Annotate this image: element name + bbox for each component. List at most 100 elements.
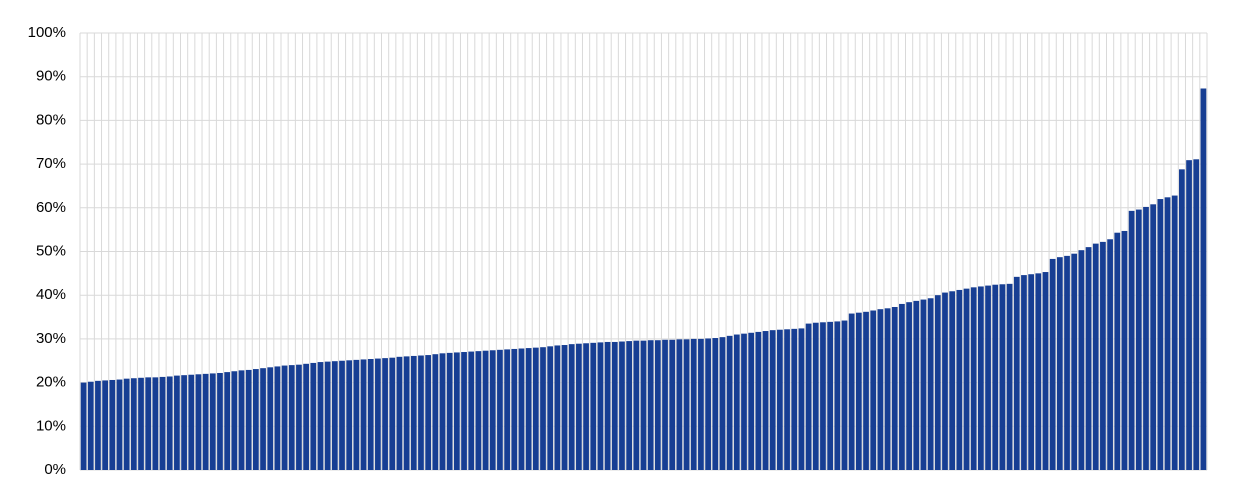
bar <box>568 344 575 470</box>
bar <box>690 338 697 470</box>
bar <box>1128 210 1135 470</box>
y-tick-label: 20% <box>36 374 66 391</box>
bar <box>554 345 561 470</box>
bar <box>540 347 546 470</box>
bar <box>834 321 841 470</box>
bar <box>310 362 317 470</box>
bar <box>389 357 396 470</box>
y-tick-label: 80% <box>36 111 66 128</box>
bar <box>339 360 345 470</box>
bar <box>152 377 159 470</box>
bar <box>1092 243 1099 470</box>
bar <box>1013 276 1020 470</box>
bar <box>942 292 948 470</box>
bar <box>102 380 108 470</box>
bar <box>676 339 683 470</box>
bar <box>913 300 920 470</box>
bar <box>726 335 733 470</box>
bar <box>669 339 676 470</box>
bar <box>504 349 510 470</box>
bar <box>224 372 231 470</box>
bar <box>870 310 877 470</box>
bar <box>166 376 173 470</box>
bar <box>590 342 597 470</box>
bar <box>274 366 281 470</box>
bar <box>475 351 482 470</box>
bar <box>367 359 374 470</box>
bar <box>733 334 740 470</box>
bar <box>489 350 496 470</box>
bar <box>719 337 726 470</box>
bar <box>956 289 963 470</box>
bar <box>1006 283 1013 470</box>
bar <box>130 378 137 470</box>
bar <box>303 363 309 470</box>
bar <box>497 349 503 470</box>
bar <box>123 378 130 470</box>
y-tick-label: 100% <box>28 24 66 41</box>
bar <box>202 373 209 470</box>
bar <box>712 338 719 470</box>
bar <box>992 284 999 470</box>
bar <box>116 379 123 470</box>
bar <box>1042 272 1049 470</box>
bar <box>80 382 87 470</box>
bar <box>331 361 338 470</box>
bar <box>238 370 245 470</box>
bar <box>174 375 180 470</box>
bar <box>906 302 912 470</box>
bar <box>296 364 302 470</box>
bar <box>324 361 331 470</box>
bar <box>633 340 640 470</box>
bar <box>777 329 783 470</box>
bar <box>532 347 539 470</box>
bar <box>949 291 956 470</box>
bar <box>891 306 898 470</box>
bar <box>640 340 647 470</box>
bar <box>87 381 94 470</box>
bar <box>1186 160 1192 471</box>
bar <box>561 345 568 470</box>
bar <box>403 356 410 470</box>
bar <box>604 341 611 470</box>
bar <box>245 369 252 470</box>
bar <box>999 284 1006 470</box>
bar <box>978 286 984 470</box>
bar <box>1028 274 1035 470</box>
bar <box>1157 199 1164 470</box>
bar <box>1064 255 1070 470</box>
bar <box>1200 88 1207 471</box>
bar <box>209 373 216 470</box>
y-tick-label: 70% <box>36 155 66 172</box>
bar <box>798 328 805 470</box>
bar <box>382 358 388 470</box>
bar <box>518 348 525 470</box>
bar <box>755 331 762 470</box>
bar <box>611 341 618 470</box>
bar <box>1056 257 1063 470</box>
bar <box>453 352 460 470</box>
bar <box>927 298 934 470</box>
bar <box>985 285 991 470</box>
bar <box>181 375 187 470</box>
bar <box>934 295 941 470</box>
y-tick-label: 40% <box>36 286 66 303</box>
bar <box>784 329 790 470</box>
bar <box>848 313 855 470</box>
bar <box>748 332 755 470</box>
bar <box>95 380 101 470</box>
bar <box>188 374 195 470</box>
bar <box>145 377 152 470</box>
bar <box>396 356 403 470</box>
bar <box>525 348 532 470</box>
bar <box>231 371 238 470</box>
bar <box>425 355 432 470</box>
bar <box>346 360 353 470</box>
bar <box>1114 232 1121 470</box>
y-tick-label: 0% <box>44 461 66 478</box>
bar <box>317 362 324 470</box>
bar <box>547 346 554 470</box>
bar <box>109 379 116 470</box>
bar <box>1107 239 1113 470</box>
y-tick-label: 60% <box>36 199 66 216</box>
